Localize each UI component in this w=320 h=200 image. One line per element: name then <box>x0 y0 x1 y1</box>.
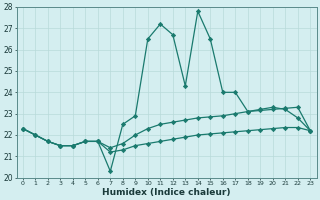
X-axis label: Humidex (Indice chaleur): Humidex (Indice chaleur) <box>102 188 231 197</box>
